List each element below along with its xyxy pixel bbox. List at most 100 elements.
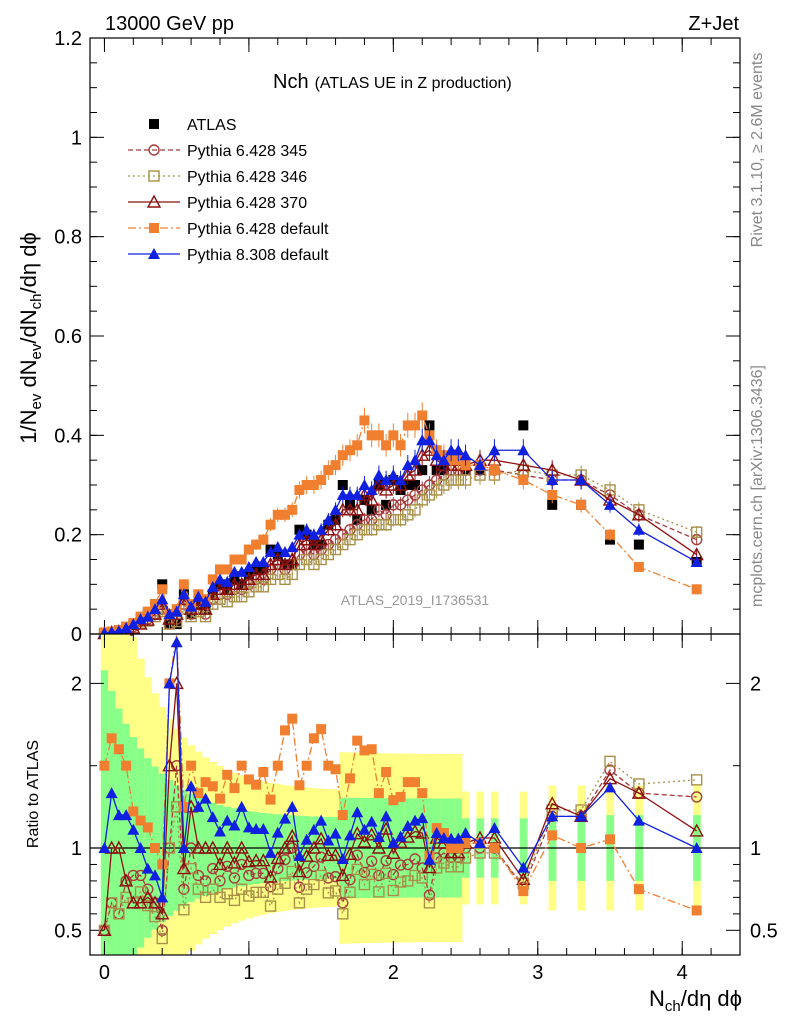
data-point	[387, 469, 400, 481]
ratio-point	[127, 823, 140, 835]
legend-marker	[148, 248, 160, 259]
data-point	[366, 430, 377, 441]
ratio-point	[235, 883, 248, 895]
ratio-point	[121, 760, 132, 771]
data-point	[235, 565, 248, 577]
data-point	[351, 488, 364, 500]
data-point	[286, 541, 299, 553]
ratio-point	[322, 872, 335, 884]
ratio-point	[430, 827, 443, 839]
ratio-point	[386, 845, 401, 860]
data-point	[417, 410, 428, 421]
ratio-point	[293, 897, 306, 909]
data-point	[350, 502, 365, 516]
data-point	[251, 539, 262, 550]
ratio-point	[279, 812, 291, 824]
ratio-point	[301, 760, 312, 771]
ratio-point	[323, 760, 334, 771]
y-tick-label: 0.4	[54, 425, 82, 447]
data-point	[264, 546, 277, 558]
legend-item: ATLAS	[149, 117, 237, 134]
data-point	[221, 575, 234, 587]
ratio-point	[220, 840, 235, 854]
legend: ATLAS Pythia 6.428 345 Pythia 6.428 346 Pyt…	[128, 117, 329, 264]
ratio-point	[417, 788, 428, 799]
y-tick-label: 0	[71, 624, 82, 646]
ratio-point	[242, 821, 255, 833]
ratio-point	[489, 843, 500, 853]
legend-marker	[149, 223, 159, 233]
ratio-point	[293, 849, 306, 861]
ratio-point	[452, 861, 465, 873]
data-point	[243, 544, 254, 555]
ratio-point	[192, 800, 205, 812]
data-point	[294, 484, 305, 495]
data-point	[516, 457, 531, 471]
ratio-point	[250, 867, 262, 880]
ratio-point	[170, 636, 183, 648]
ratio-y-tick-label: 2	[71, 673, 82, 695]
ratio-band-inner	[100, 670, 109, 955]
ratio-point	[690, 791, 703, 803]
ratio-point	[453, 843, 464, 853]
data-point	[329, 503, 342, 515]
ratio-point	[105, 787, 118, 799]
ratio-point	[236, 760, 247, 771]
ratio-point	[229, 783, 240, 794]
y-tick-label: 0.8	[54, 227, 82, 249]
ratio-point	[258, 767, 269, 778]
data-point	[691, 584, 702, 595]
data-point	[279, 546, 291, 558]
ratio-point	[394, 876, 407, 888]
data-point	[257, 581, 270, 593]
data-point	[272, 509, 283, 520]
data-point	[256, 566, 271, 581]
data-point	[120, 622, 133, 634]
ratio-point	[322, 887, 335, 899]
data-point	[242, 560, 255, 572]
ratio-y-tick-label: 0.5	[750, 920, 778, 942]
data-point	[409, 454, 421, 466]
header-left: 13000 GeV pp	[105, 13, 234, 35]
ratio-point	[294, 780, 305, 791]
legend-marker	[148, 170, 160, 182]
ratio-point	[365, 868, 378, 881]
ratio-line	[103, 765, 697, 931]
ratio-point	[142, 899, 154, 912]
data-point	[410, 420, 420, 431]
data-point	[156, 593, 169, 605]
ratio-point	[243, 869, 255, 882]
data-point	[401, 459, 414, 471]
ratio-point	[257, 823, 270, 835]
data-point	[437, 454, 450, 466]
ratio-point	[690, 774, 703, 786]
ratio-point	[516, 871, 531, 886]
data-point	[222, 564, 233, 575]
data-point	[358, 479, 371, 490]
ratio-point	[381, 767, 392, 778]
data-point	[380, 474, 393, 486]
data-point	[287, 504, 298, 515]
ratio-point	[313, 831, 329, 845]
ratio-point	[300, 866, 313, 879]
ratio-point	[330, 764, 341, 775]
ratio-point	[307, 823, 320, 835]
data-point	[316, 475, 327, 486]
data-point	[248, 566, 264, 581]
data-point	[352, 440, 363, 451]
data-point	[417, 465, 428, 476]
data-point	[632, 523, 645, 535]
ratio-point	[357, 834, 372, 848]
ratio-point	[234, 840, 249, 854]
ratio-point	[337, 810, 348, 821]
ratio-plot: 0 1 2 3 4 0.5 0.5 1 1 2 2 Ratio to ATLAS	[25, 633, 778, 984]
ratio-point	[423, 897, 436, 909]
ratio-point	[199, 891, 212, 904]
ratio-point	[546, 810, 559, 822]
data-point	[330, 460, 341, 471]
data-point	[258, 534, 269, 545]
data-point	[410, 480, 420, 490]
ratio-point	[395, 791, 406, 802]
ratio-point	[198, 840, 213, 854]
